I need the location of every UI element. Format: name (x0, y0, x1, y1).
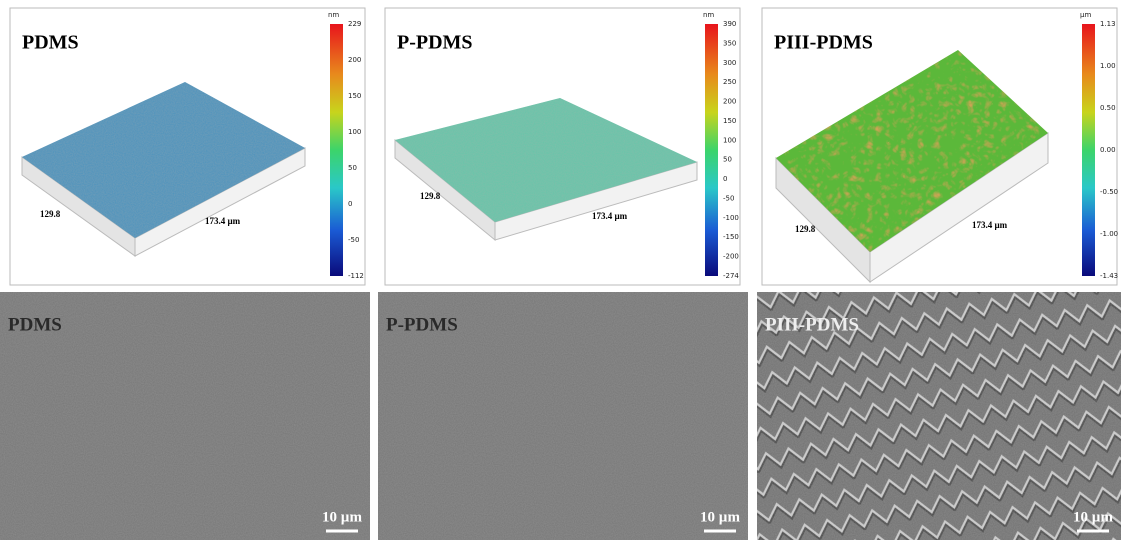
panel-label: PIII-PDMS (765, 314, 859, 335)
colorbar-tick: 0 (348, 200, 352, 208)
colorbar-tick: -274 (723, 272, 739, 280)
colorbar-tick: 390 (723, 20, 736, 28)
colorbar-tick: 250 (723, 78, 736, 86)
colorbar-tick: 0.50 (1100, 104, 1116, 112)
colorbar-tick: 1.00 (1100, 62, 1116, 70)
colorbar (330, 24, 343, 276)
axis-label: 173.4 µm (205, 216, 241, 226)
colorbar-tick: -50 (348, 236, 359, 244)
colorbar-unit: µm (1080, 11, 1091, 19)
colorbar-tick: -150 (723, 233, 739, 241)
scale-bar-label: 10 µm (700, 509, 740, 525)
colorbar-tick: -112 (348, 272, 364, 280)
panel-label: P-PDMS (386, 314, 458, 335)
colorbar-tick: 50 (723, 156, 732, 164)
colorbar-tick: 229 (348, 20, 361, 28)
axis-label: 129.8 (795, 224, 816, 234)
colorbar-unit: nm (703, 11, 714, 19)
colorbar-tick: 0 (723, 175, 727, 183)
colorbar-tick: 350 (723, 39, 736, 47)
colorbar-tick: -50 (723, 194, 734, 202)
colorbar-tick: 200 (723, 98, 736, 106)
colorbar-tick: 150 (348, 92, 361, 100)
panel-label: PDMS (22, 32, 79, 54)
colorbar-tick: 1.13 (1100, 20, 1116, 28)
colorbar-tick: 0.00 (1100, 146, 1116, 154)
colorbar-tick: -200 (723, 253, 739, 261)
axis-label: 173.4 µm (592, 211, 628, 221)
panel-label: P-PDMS (397, 32, 473, 54)
figure: PDMS 129.8 173.4 µm nm 229 200 150 100 50 0 -50 -11… (0, 0, 1121, 540)
panel-label: PDMS (8, 314, 62, 335)
colorbar-tick: -1.00 (1100, 230, 1118, 238)
scale-bar-label: 10 µm (1073, 509, 1113, 525)
colorbar-tick: 100 (348, 128, 361, 136)
colorbar-unit: nm (328, 11, 339, 19)
colorbar-tick: 150 (723, 117, 736, 125)
colorbar (705, 24, 718, 276)
colorbar (1082, 24, 1095, 276)
axis-label: 129.8 (40, 209, 61, 219)
colorbar-tick: -0.50 (1100, 188, 1118, 196)
colorbar-tick: 200 (348, 56, 361, 64)
colorbar-tick: -100 (723, 214, 739, 222)
colorbar-tick: 50 (348, 164, 357, 172)
axis-label: 129.8 (420, 191, 441, 201)
axis-label: 173.4 µm (972, 220, 1008, 230)
panel-label: PIII-PDMS (774, 32, 873, 54)
colorbar-tick: -1.43 (1100, 272, 1118, 280)
colorbar-tick: 100 (723, 136, 736, 144)
scale-bar-label: 10 µm (322, 509, 362, 525)
colorbar-tick: 300 (723, 59, 736, 67)
